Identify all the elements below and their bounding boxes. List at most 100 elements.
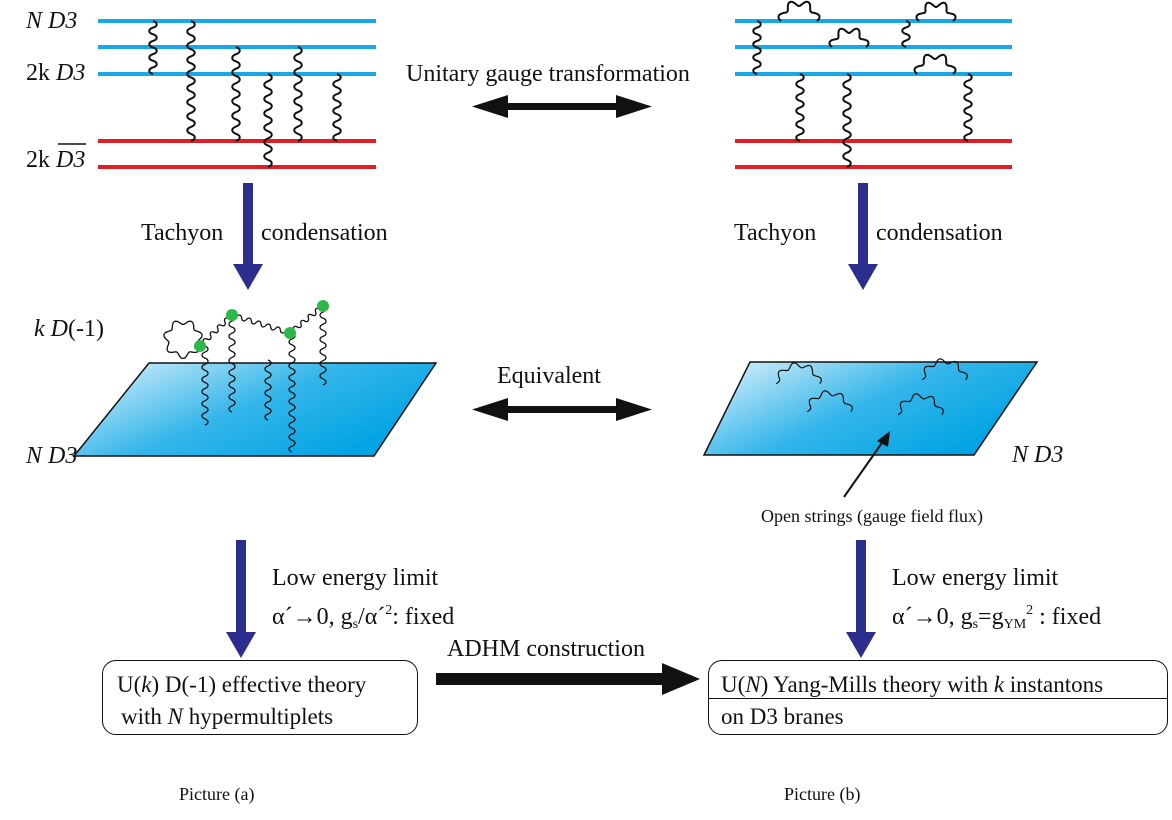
open-string (148, 20, 158, 75)
picture-a-branes (98, 19, 376, 169)
string-endpoint-dot (226, 309, 238, 321)
loop-string (828, 27, 870, 48)
minus-one: (-1) (68, 316, 104, 342)
squared: 2 (1026, 603, 1034, 618)
n-symbol: N (1012, 442, 1029, 468)
d3-symbol: D3 (48, 443, 78, 469)
n-symbol: N (167, 704, 183, 729)
tachyon-label-a-right: condensation (261, 220, 388, 246)
flux-string (806, 390, 853, 413)
adhm-arrow (436, 663, 700, 695)
open-string (186, 20, 196, 142)
d-symbol: D (50, 316, 68, 342)
box-a-line-2: with N hypermultiplets (121, 705, 333, 728)
flux-string (775, 362, 822, 385)
k-symbol: k (993, 672, 1005, 697)
theory-box-a: U(k) D(-1) effective theory with N hyper… (102, 660, 418, 735)
tachyon-label-b-left: Tachyon (734, 220, 817, 246)
unitary-double-arrow (472, 95, 652, 118)
open-string (795, 73, 805, 142)
instanton-string (289, 305, 324, 335)
open-string (332, 73, 342, 142)
d-symbol: D3 (48, 8, 78, 34)
equivalent-double-arrow (472, 398, 652, 421)
alpha-prime: α´ (892, 604, 913, 630)
adhm-label: ADHM construction (447, 636, 645, 662)
ym-text: ) Yang-Mills theory with (760, 672, 994, 697)
n-symbol: N (26, 443, 43, 469)
instanton-string (228, 314, 236, 413)
2k-d3-label: 2k D3 (26, 61, 85, 85)
low-energy-condition-a: α´→0, gs/α´2: fixed (272, 604, 454, 632)
k-symbol: k (34, 316, 45, 342)
kd-1-label: k D(-1) (34, 317, 104, 341)
n-symbol: N (745, 672, 761, 697)
2k-value: 2k (26, 147, 50, 173)
loop-string (777, 0, 821, 22)
fixed-text: : fixed (392, 604, 455, 630)
2k-anti-d3-label: 2k D3 (26, 148, 85, 172)
nd3-label: N D3 (26, 9, 77, 33)
instanton-string (231, 314, 291, 334)
hyper-text: hypermultiplets (182, 704, 334, 729)
arrow-text: →0, g (292, 604, 353, 630)
instanton-string (199, 314, 234, 348)
tachyon-label-b-right: condensation (876, 220, 1003, 246)
equivalent-label: Equivalent (497, 363, 601, 389)
open-string (752, 20, 762, 75)
open-string (963, 73, 973, 142)
string-endpoint-dot (284, 327, 296, 339)
open-strings-label: Open strings (gauge field flux) (761, 506, 983, 526)
slash-alpha: /α´ (358, 604, 386, 630)
rest-text: ) D(-1) effective theory (151, 672, 367, 697)
unitary-label: Unitary gauge transformation (406, 61, 690, 87)
low-energy-title-a: Low energy limit (272, 565, 439, 591)
plane-b-label: N D3 (1012, 443, 1063, 467)
d3-plane-b (702, 361, 1039, 456)
picture-b-open-strings (752, 0, 973, 168)
instantons-text: instantons (1004, 672, 1104, 697)
u-text: U( (721, 672, 746, 697)
loop-string (915, 1, 957, 22)
open-string (901, 20, 911, 48)
tachyon-arrow-a (233, 183, 263, 290)
plane-a-label: N D3 (26, 444, 77, 468)
alpha-prime: α´ (272, 604, 293, 630)
loop-string (913, 53, 957, 75)
open-string (293, 46, 303, 142)
box-a-line-1: U(k) D(-1) effective theory (117, 673, 366, 696)
squared: 2 (385, 603, 393, 618)
box-b-line-2: on D3 branes (721, 704, 844, 729)
u-text: U( (117, 672, 142, 697)
d3-plane-a (72, 362, 438, 457)
d3-symbol: D3 (56, 60, 86, 86)
picture-a-open-strings (148, 20, 342, 168)
flux-string (897, 393, 944, 416)
flux-string (921, 358, 968, 381)
arrow-text: →0, g (912, 604, 973, 630)
2k-value: 2k (26, 60, 50, 86)
caption-picture-a: Picture (a) (179, 784, 255, 804)
fixed-text: : fixed (1033, 604, 1102, 630)
instanton-string (201, 345, 209, 426)
open-string (842, 73, 852, 168)
box-b-line-1: U(N) Yang-Mills theory with k instantons (721, 673, 1103, 696)
s-subscript: s (352, 617, 359, 632)
tachyon-label-a-left: Tachyon (141, 220, 224, 246)
picture-b-flux-strings (775, 358, 968, 416)
k-symbol: k (141, 672, 152, 697)
tachyon-arrow-b (848, 183, 878, 290)
instanton-string (319, 305, 327, 386)
string-endpoint-dot (194, 340, 206, 352)
low-energy-arrow-b (846, 540, 876, 658)
box-b-divider (709, 698, 1167, 699)
ym-subscript: YM (1003, 617, 1027, 632)
low-energy-condition-b: α´→0, gs=gYM2 : fixed (892, 604, 1101, 632)
instanton-loop (163, 320, 203, 360)
caption-picture-b: Picture (b) (784, 784, 861, 804)
d3-symbol: D3 (1034, 442, 1064, 468)
open-string (231, 46, 241, 142)
anti-d3-symbol: D3 (56, 147, 86, 173)
